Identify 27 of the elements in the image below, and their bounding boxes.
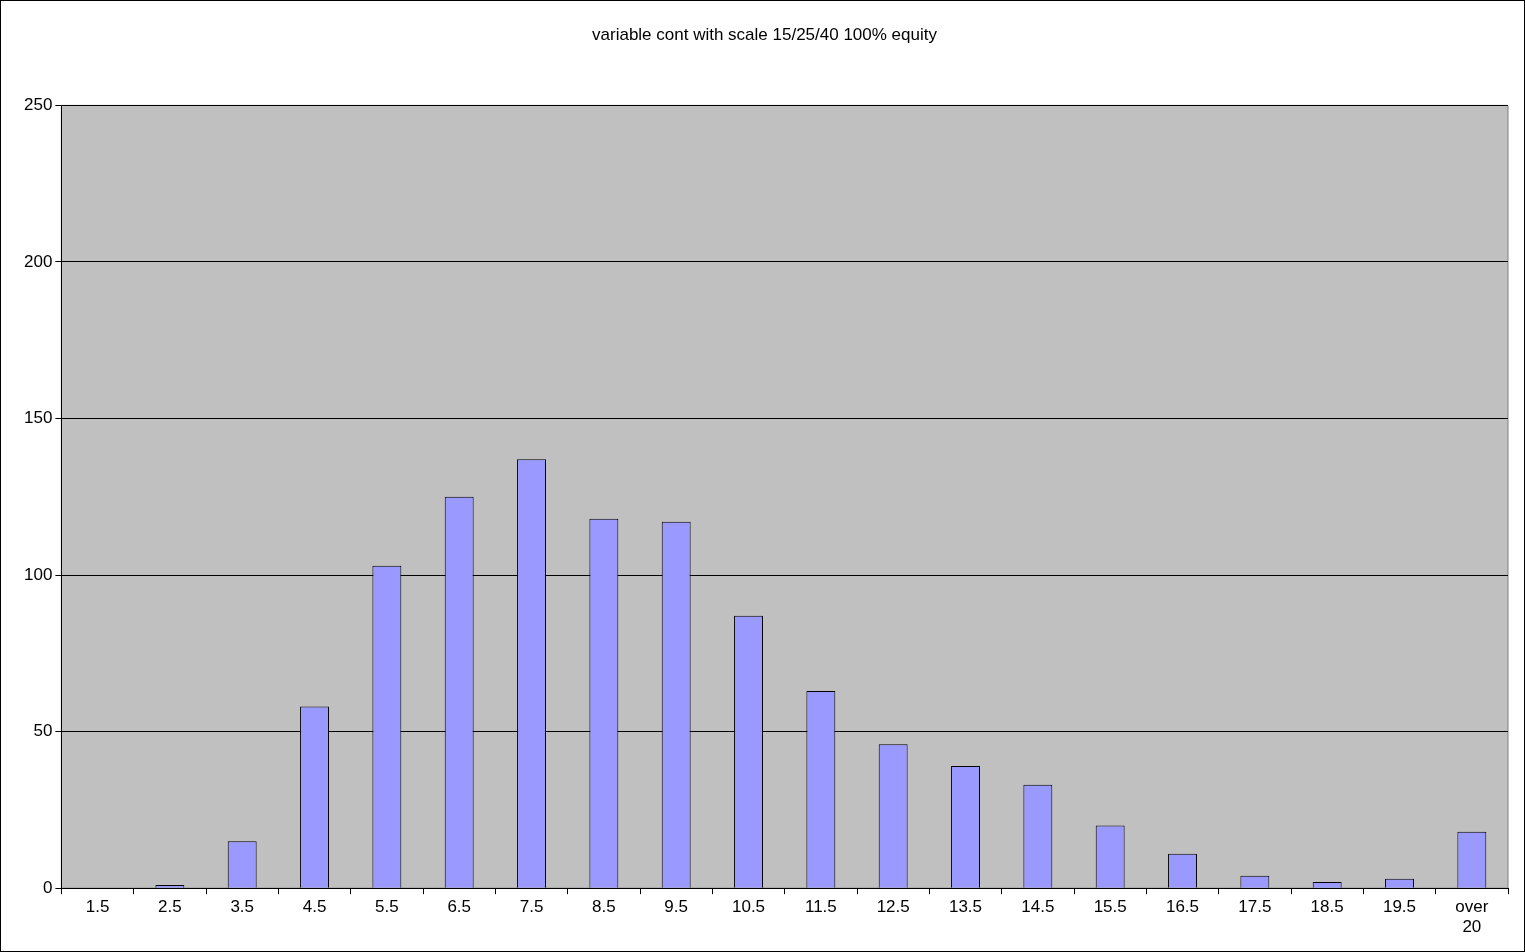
x-tick-label: 11.5 bbox=[804, 897, 837, 917]
x-tick-label: 8.5 bbox=[592, 897, 616, 917]
x-tick-label: 5.5 bbox=[375, 897, 399, 917]
x-tick-label: 3.5 bbox=[230, 897, 255, 917]
y-tick-label: 200 bbox=[23, 251, 53, 271]
chart-title: variable cont with scale 15/25/40 100% equity bbox=[592, 24, 938, 44]
x-tick-label: 7.5 bbox=[519, 897, 544, 917]
x-tick-label: over 20 bbox=[1455, 897, 1489, 937]
y-tick-label: 50 bbox=[33, 721, 53, 741]
x-tick-label: 1.5 bbox=[85, 897, 110, 917]
x-tick-label: 15.5 bbox=[1093, 897, 1127, 917]
x-tick-label: 13.5 bbox=[948, 897, 983, 917]
y-tick-label: 250 bbox=[23, 95, 53, 115]
y-tick-label: 0 bbox=[42, 877, 53, 897]
x-tick-label: 18.5 bbox=[1310, 897, 1344, 917]
x-tick-label: 19.5 bbox=[1382, 897, 1417, 917]
x-tick-label: 10.5 bbox=[731, 897, 766, 917]
x-tick-label: 12.5 bbox=[876, 897, 910, 917]
x-tick-label: 6.5 bbox=[447, 897, 472, 917]
y-tick-label: 150 bbox=[23, 408, 53, 428]
x-tick-label: 14.5 bbox=[1021, 897, 1055, 917]
y-tick-label: 100 bbox=[23, 564, 53, 584]
x-tick-label: 9.5 bbox=[664, 897, 688, 917]
x-tick-label: 2.5 bbox=[158, 897, 182, 917]
x-tick-label: 17.5 bbox=[1238, 897, 1272, 917]
x-tick-label: 16.5 bbox=[1165, 897, 1200, 917]
x-tick-label: 4.5 bbox=[302, 897, 327, 917]
